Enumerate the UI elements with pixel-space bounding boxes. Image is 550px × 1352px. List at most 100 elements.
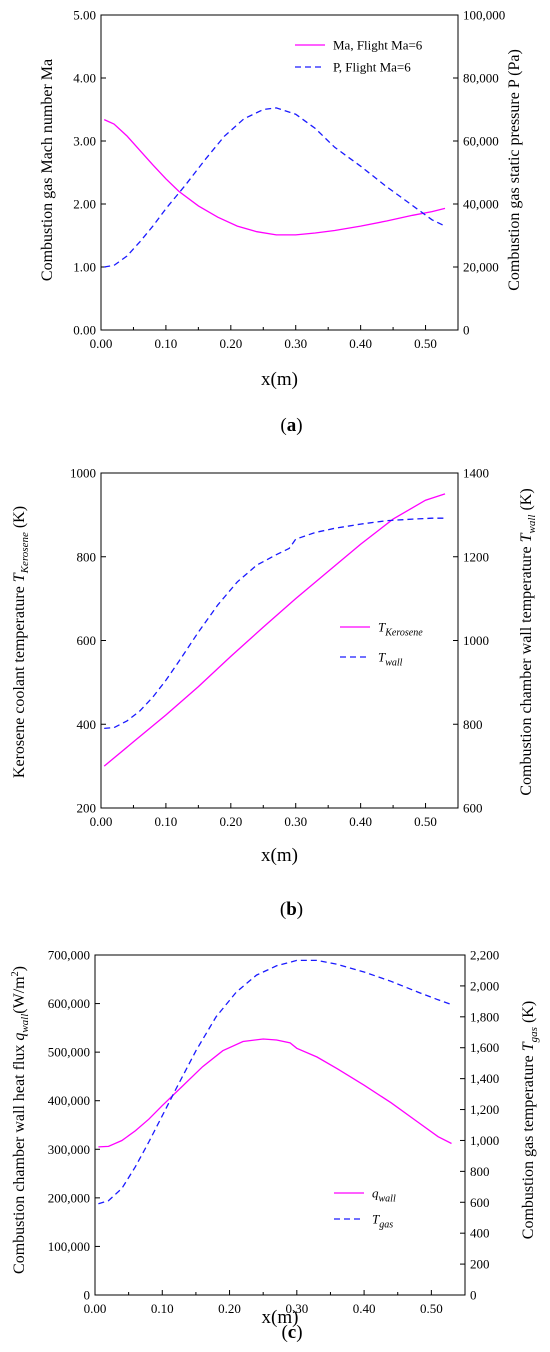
panel-caption-close: ): [296, 415, 302, 436]
x-axis-label: x(m): [262, 1307, 299, 1328]
y-right-tick-label: 2,000: [470, 978, 499, 993]
y-right-axis-label-text: Combustion gas static pressure P (Pa): [506, 49, 523, 291]
chart-b: 0.00 0.10 0.20 0.30 0.40 0.50 200 400 600 800 1000…: [11, 466, 538, 921]
legend: Ma, Flight Ma=6 P, Flight Ma=6: [295, 38, 423, 75]
y-left-tick-label: 5.00: [73, 8, 96, 23]
y-right-axis-label-subscript: gas: [528, 1027, 540, 1042]
panel-caption: (c): [281, 1322, 302, 1343]
y-left-axis-label-unit: (K): [11, 506, 28, 532]
series-line-secondary: [104, 517, 445, 730]
legend-label-symbol: T: [378, 650, 386, 665]
legend-label-symbol: T: [378, 620, 386, 635]
y-left-axis-label-symbol: T: [11, 572, 28, 582]
y-left-tick-label: 400: [77, 717, 97, 732]
legend-label-subscript: gas: [379, 1220, 393, 1231]
y-left-axis-label: Combustion chamber wall heat flux qwall(…: [10, 966, 31, 1274]
y-right-tick-label: 1,400: [470, 1071, 499, 1086]
y-left-tick-label: 4.00: [73, 71, 96, 86]
x-tick-label: 0.30: [284, 336, 307, 351]
panel-caption: (b): [280, 899, 303, 920]
y-left-tick-label: 300,000: [48, 1142, 90, 1157]
chart-c: 0.00 0.10 0.20 0.30 0.40 0.50 0 100,000 200,000 3…: [10, 948, 540, 1344]
y-left-tick-label: 3.00: [73, 134, 96, 149]
series-line-primary: [103, 119, 446, 236]
legend-label: qwall: [372, 1186, 396, 1205]
x-tick-label: 0.40: [353, 1301, 376, 1316]
y-left-tick-label: 600: [77, 633, 97, 648]
y-right-tick-label: 1200: [463, 549, 489, 564]
x-tick-label: 0.00: [84, 1301, 107, 1316]
y-right-axis-label-unit: (K): [520, 1001, 537, 1027]
y-right-axis-label-unit: (K): [518, 488, 535, 514]
panel-caption-open: (: [280, 899, 286, 920]
y-left-axis-label-symbol: q: [11, 1033, 28, 1041]
x-tick-label: 0.00: [90, 814, 113, 829]
panel-caption-letter: a: [287, 415, 297, 436]
series-line-secondary: [104, 107, 446, 268]
legend-label-subscript: wall: [385, 658, 402, 669]
y-right-tick-label: 2,200: [470, 948, 499, 963]
y-right-tick-label: 1,000: [470, 1133, 499, 1148]
x-tick-label: 0.10: [155, 814, 178, 829]
y-right-axis-label: Combustion gas temperature Tgas (K): [520, 1001, 540, 1239]
y-left-tick-label: 0.00: [73, 323, 96, 338]
legend-label-symbol: q: [372, 1186, 379, 1201]
panel-caption-letter: b: [286, 899, 297, 920]
x-axis-label: x(m): [261, 845, 298, 866]
x-tick-label: 0.50: [420, 1301, 443, 1316]
legend-label: Tgas: [372, 1212, 393, 1231]
y-left-tick-label: 0: [84, 1288, 91, 1303]
panel-caption: (a): [280, 415, 302, 436]
series-line-secondary: [98, 959, 452, 1205]
y-right-tick-label: 1000: [463, 633, 489, 648]
y-left-axis-label: Kerosene coolant temperature TKerosene (…: [11, 506, 31, 778]
y-left-tick-label: 100,000: [48, 1239, 90, 1254]
x-tick-label: 0.40: [349, 336, 372, 351]
panel-caption-close: ): [297, 899, 303, 920]
legend-label: TKerosene: [378, 620, 423, 639]
y-right-axis-label-symbol: T: [518, 532, 535, 542]
legend-label: P, Flight Ma=6: [333, 60, 411, 75]
y-left-axis-label-text: Kerosene coolant temperature: [11, 582, 28, 778]
y-left-tick-label: 1.00: [73, 260, 96, 275]
y-left-axis-label-subscript: wall: [19, 1014, 31, 1033]
x-axis-label: x(m): [261, 369, 298, 390]
legend-label-symbol: T: [372, 1212, 380, 1227]
y-left-tick-label: 800: [77, 549, 97, 564]
y-right-tick-label: 100,000: [463, 8, 505, 23]
legend: qwall Tgas: [334, 1186, 396, 1231]
y-right-tick-label: 0: [470, 1288, 477, 1303]
x-tick-label: 0.20: [218, 1301, 241, 1316]
series-line-primary: [103, 493, 446, 767]
legend-label-text: Ma, Flight Ma=6: [333, 38, 423, 53]
y-left-tick-label: 1000: [70, 466, 96, 481]
y-right-axis-label: Combustion gas static pressure P (Pa): [506, 49, 523, 291]
y-right-tick-label: 1,800: [470, 1009, 499, 1024]
y-right-tick-label: 800: [470, 1164, 490, 1179]
panel-caption-letter: c: [288, 1322, 296, 1343]
x-tick-label: 0.00: [90, 336, 113, 351]
x-tick-label: 0.30: [284, 814, 307, 829]
x-tick-label: 0.50: [414, 814, 437, 829]
y-left-tick-label: 500,000: [48, 1045, 90, 1060]
y-right-axis-label-subscript: wall: [526, 515, 538, 534]
panel-caption-close: ): [296, 1322, 302, 1343]
y-right-tick-label: 600: [463, 801, 483, 816]
y-right-tick-label: 800: [463, 717, 483, 732]
y-right-tick-label: 600: [470, 1195, 490, 1210]
y-right-axis-label-symbol: T: [520, 1041, 537, 1051]
y-right-axis-label: Combustion chamber wall temperature Twal…: [518, 488, 538, 795]
y-right-tick-label: 1400: [463, 466, 489, 481]
legend-label: Ma, Flight Ma=6: [333, 38, 423, 53]
x-tick-label: 0.40: [349, 814, 372, 829]
y-right-axis-label-text: Combustion gas temperature: [520, 1051, 537, 1239]
y-right-tick-label: 200: [470, 1257, 490, 1272]
y-left-axis-label-text: Combustion chamber wall heat flux: [11, 1041, 28, 1274]
plot-frame: [94, 954, 466, 1296]
y-left-axis-label: Combustion gas Mach number Ma: [39, 59, 56, 281]
plot-frame: [100, 14, 459, 331]
y-right-tick-label: 1,200: [470, 1102, 499, 1117]
panel-caption-open: (: [281, 1322, 287, 1343]
y-left-axis-label-text: Combustion gas Mach number Ma: [39, 59, 56, 281]
y-right-tick-label: 20,000: [463, 260, 499, 275]
